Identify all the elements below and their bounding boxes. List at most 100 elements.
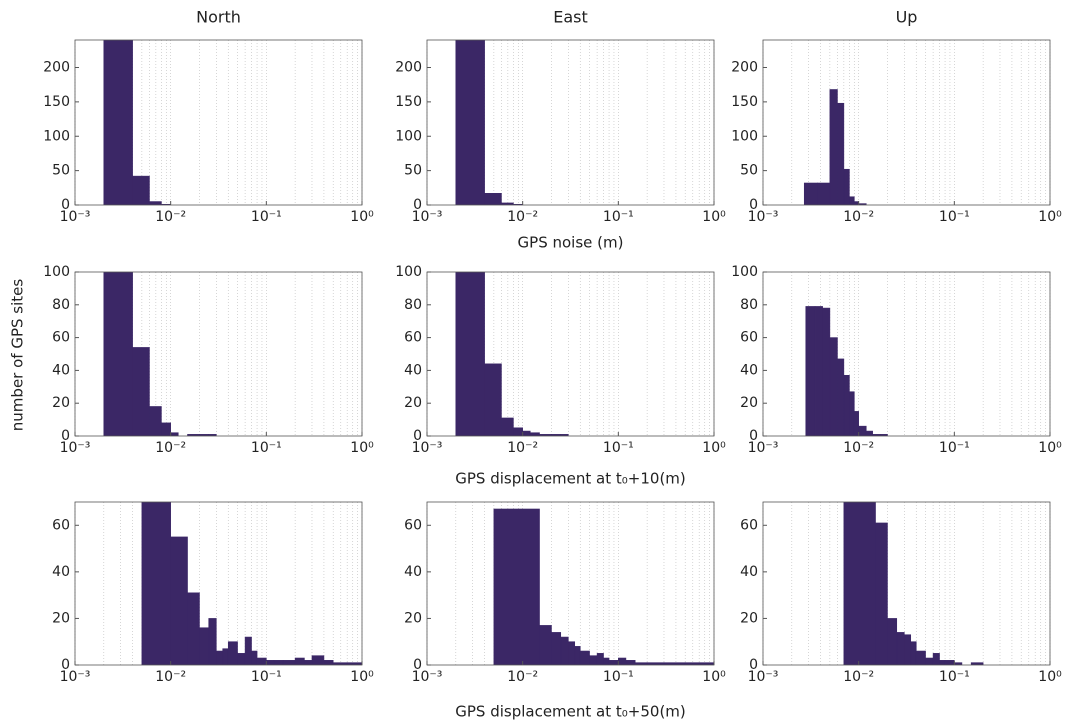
- bar: [970, 662, 984, 665]
- x-tick-label: 10⁻¹: [939, 669, 970, 685]
- x-tick-label: 10⁰: [350, 669, 374, 685]
- bar: [939, 660, 946, 665]
- bars: [141, 502, 362, 665]
- x-tick-label: 10⁻³: [412, 209, 443, 225]
- y-tick-label: 200: [731, 60, 758, 76]
- bar: [222, 648, 229, 665]
- y-tick-label: 80: [404, 297, 422, 313]
- panel: 10⁻³ 10⁻² 10⁻¹ 10⁰ 0 20 40 60 GPS displacement a…: [404, 501, 726, 721]
- x-tick-label: 10⁻²: [155, 440, 186, 456]
- bar: [618, 657, 627, 665]
- x-tick-label: 10⁻²: [155, 209, 186, 225]
- y-tick-label: 80: [52, 297, 70, 313]
- x-tick-label: 10⁻²: [507, 440, 538, 456]
- y-tick-label: 60: [404, 517, 422, 533]
- bar: [589, 655, 598, 665]
- y-tick-label: 0: [749, 428, 758, 444]
- y-tick-label: 0: [413, 428, 422, 444]
- x-axis-label: GPS displacement at t₀+10(m): [455, 470, 686, 488]
- bar: [829, 337, 838, 436]
- bar: [579, 650, 590, 665]
- bar: [849, 391, 855, 436]
- y-tick-label: 150: [395, 94, 422, 110]
- bar: [103, 272, 133, 436]
- y-tick-label: 50: [740, 163, 758, 179]
- panel: 10⁻³ 10⁻² 10⁻¹ 10⁰ 0 50 100 150 200 North: [43, 8, 374, 226]
- axes-frame: [762, 501, 1051, 666]
- bar: [170, 432, 179, 436]
- y-tick-label: 150: [731, 94, 758, 110]
- y-tick-label: 20: [404, 395, 422, 411]
- x-tick-label: 10⁻²: [155, 669, 186, 685]
- bars: [103, 272, 217, 436]
- bar: [814, 306, 823, 436]
- bar: [244, 636, 252, 665]
- bar: [915, 650, 926, 665]
- y-tick-label: 0: [61, 657, 70, 673]
- y-tick-label: 20: [52, 395, 70, 411]
- bar: [910, 641, 917, 665]
- bar: [132, 347, 150, 436]
- bar: [829, 89, 838, 205]
- x-tick-label: 10⁰: [350, 440, 374, 456]
- x-tick-label: 10⁰: [1038, 209, 1062, 225]
- bar: [346, 662, 362, 665]
- y-tick-label: 100: [731, 264, 758, 280]
- x-tick-label: 10⁻³: [60, 209, 91, 225]
- bar: [904, 634, 912, 665]
- x-tick-label: 10⁻³: [748, 669, 779, 685]
- x-tick-label: 10⁰: [702, 209, 726, 225]
- y-tick-label: 20: [404, 610, 422, 626]
- bar: [141, 502, 171, 665]
- y-tick-label: 200: [43, 60, 70, 76]
- bar: [266, 660, 275, 665]
- bar: [103, 40, 133, 205]
- y-tick-label: 40: [404, 362, 422, 378]
- bars: [455, 272, 569, 436]
- bar: [513, 427, 523, 436]
- bar: [170, 536, 188, 665]
- bar: [539, 625, 552, 665]
- bar: [887, 618, 898, 665]
- bars: [843, 502, 984, 665]
- bars: [805, 306, 888, 436]
- y-tick-label: 150: [43, 94, 70, 110]
- axes-frame: [762, 39, 1051, 206]
- x-axis-label: GPS noise (m): [518, 234, 624, 252]
- bar: [323, 660, 334, 665]
- bar: [455, 272, 485, 436]
- bar: [304, 660, 313, 665]
- y-tick-label: 100: [731, 128, 758, 144]
- bar: [803, 182, 818, 205]
- x-axis-label: GPS displacement at t₀+50(m): [455, 703, 686, 721]
- panel: 10⁻³ 10⁻² 10⁻¹ 10⁰ 0 20 40 60 80 100: [731, 264, 1062, 456]
- bar: [625, 660, 636, 665]
- panel: 10⁻³ 10⁻² 10⁻¹ 10⁰ 0 50 100 150 200 East GPS noise…: [395, 8, 726, 252]
- bars: [103, 40, 171, 205]
- panel: 10⁻³ 10⁻² 10⁻¹ 10⁰ 0 20 40 60 80 100 number of GPS…: [9, 264, 375, 456]
- bar: [227, 641, 238, 665]
- bar: [149, 406, 162, 436]
- bar: [493, 508, 540, 665]
- panel-title: North: [196, 8, 241, 27]
- axes-frame: [74, 39, 363, 206]
- x-tick-label: 10⁻¹: [603, 440, 634, 456]
- y-tick-label: 60: [740, 517, 758, 533]
- y-tick-label: 20: [52, 610, 70, 626]
- y-tick-label: 40: [740, 564, 758, 580]
- y-tick-label: 50: [404, 163, 422, 179]
- x-tick-label: 10⁰: [702, 440, 726, 456]
- y-tick-label: 20: [740, 610, 758, 626]
- x-tick-label: 10⁻³: [748, 209, 779, 225]
- bar: [256, 657, 267, 665]
- bar: [805, 306, 816, 436]
- bar: [251, 650, 258, 665]
- bar: [932, 653, 940, 665]
- panel: 10⁻³ 10⁻² 10⁻¹ 10⁰ 0 20 40 60: [52, 501, 374, 685]
- y-tick-label: 100: [395, 264, 422, 280]
- bar: [865, 430, 873, 436]
- x-tick-label: 10⁻¹: [939, 440, 970, 456]
- x-tick-label: 10⁻¹: [939, 209, 970, 225]
- bar: [501, 417, 514, 436]
